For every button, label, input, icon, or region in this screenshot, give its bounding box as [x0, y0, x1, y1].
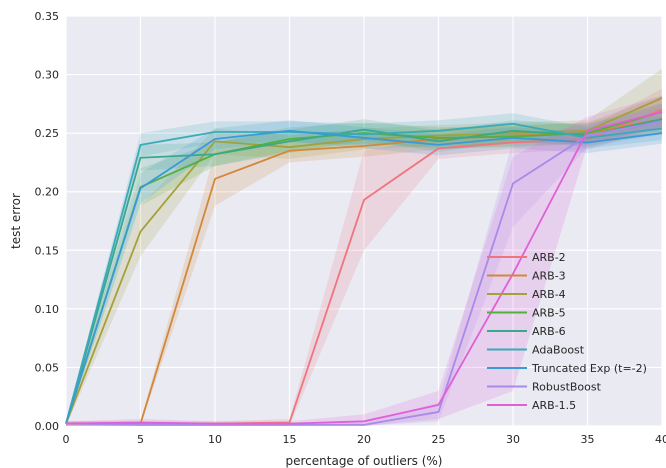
x-tick-label: 10 [208, 433, 222, 446]
x-tick-label: 40 [655, 433, 666, 446]
y-tick-label: 0.05 [35, 361, 60, 374]
series-line [65, 111, 663, 425]
legend-label: AdaBoost [532, 344, 585, 357]
x-tick-label: 5 [137, 433, 144, 446]
confidence-band [66, 88, 662, 426]
legend-label: ARB-3 [532, 270, 566, 283]
y-tick-label: 0.25 [35, 127, 60, 140]
series-line [65, 97, 663, 424]
legend-label: ARB-4 [532, 288, 566, 301]
x-tick-label: 25 [432, 433, 446, 446]
confidence-band [66, 120, 662, 426]
legend-label: ARB-5 [532, 307, 566, 320]
x-tick-label: 0 [63, 433, 70, 446]
legend-label: ARB-6 [532, 325, 566, 338]
y-tick-label: 0.00 [35, 420, 60, 433]
y-tick-label: 0.10 [35, 303, 60, 316]
x-tick-label: 35 [581, 433, 595, 446]
legend-label: ARB-1.5 [532, 399, 576, 412]
confidence-band [66, 95, 662, 427]
y-tick-label: 0.35 [35, 10, 60, 23]
series-lines [65, 97, 663, 426]
confidence-band [66, 68, 662, 426]
x-tick-label: 20 [357, 433, 371, 446]
series-line [65, 120, 663, 426]
y-tick-label: 0.15 [35, 244, 60, 257]
y-axis-label: test error [9, 193, 23, 249]
y-tick-labels: 0.00 0.05 0.10 0.15 0.20 0.25 0.30 0.35 [35, 10, 60, 433]
y-tick-label: 0.30 [35, 69, 60, 82]
x-tick-label: 30 [506, 433, 520, 446]
confidence-band [66, 107, 662, 426]
confidence-band [66, 102, 662, 426]
series-line [65, 122, 663, 424]
x-axis-label: percentage of outliers (%) [286, 454, 443, 468]
x-tick-label: 15 [283, 433, 297, 446]
confidence-band [66, 113, 662, 426]
y-tick-label: 0.20 [35, 186, 60, 199]
legend-label: Truncated Exp (t=-2) [531, 362, 647, 375]
legend-label: RobustBoost [532, 381, 602, 394]
series-line [65, 129, 663, 424]
legend: ARB-2 ARB-3 ARB-4 ARB-5 ARB-6 AdaBoost Truncat… [487, 251, 647, 412]
legend-label: ARB-2 [532, 251, 566, 264]
x-tick-labels: 0 5 10 15 20 25 30 35 40 [63, 433, 666, 446]
